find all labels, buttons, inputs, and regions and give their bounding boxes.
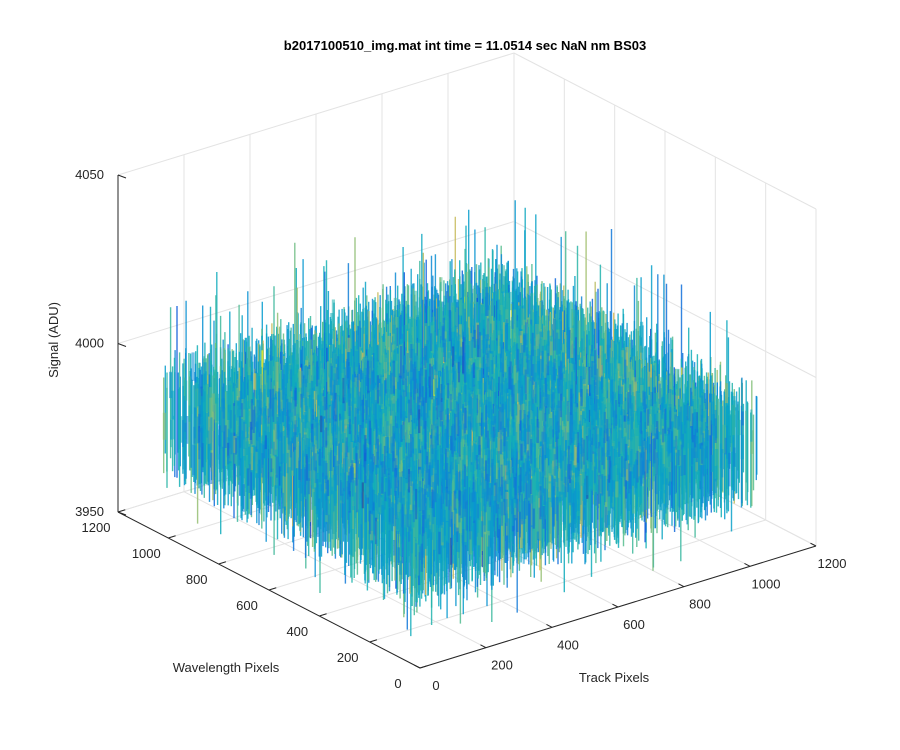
wall-grid-line	[117, 52, 515, 176]
surface-plot	[162, 200, 758, 637]
floor-grid-line	[369, 519, 766, 643]
wall-grid-line	[513, 221, 817, 378]
wall-grid-line	[513, 52, 817, 210]
wall-grid-line	[117, 221, 515, 344]
